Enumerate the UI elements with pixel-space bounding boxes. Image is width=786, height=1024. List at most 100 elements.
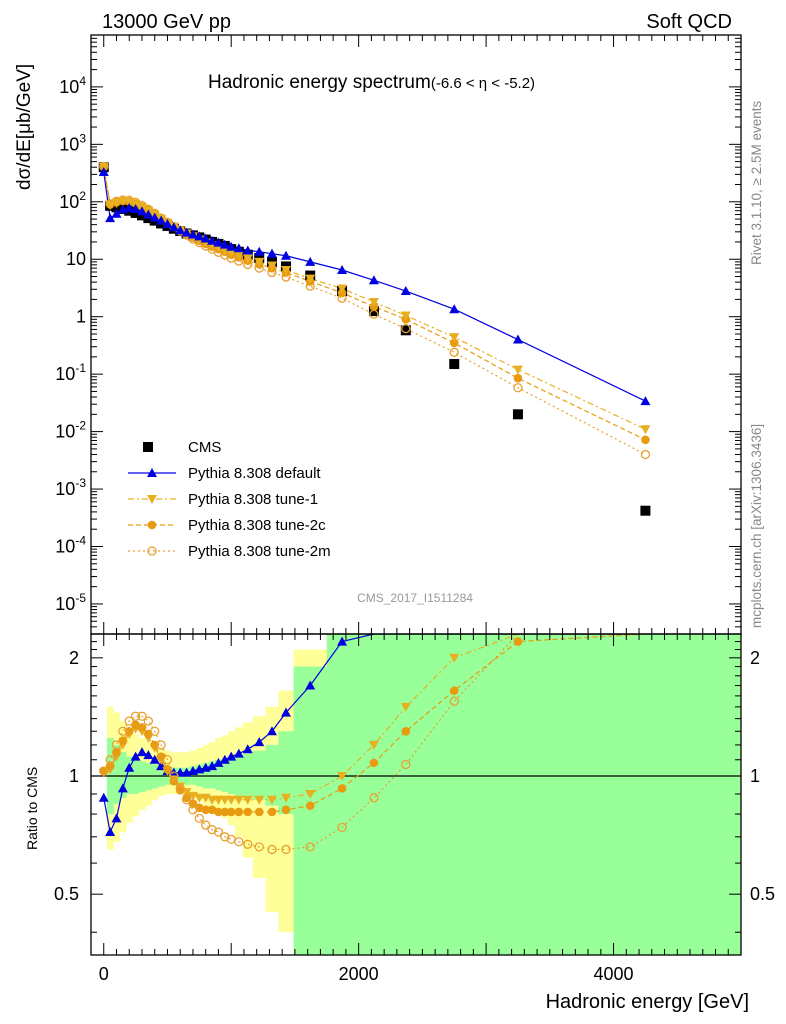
data-point — [640, 425, 651, 435]
ratio-point — [118, 736, 128, 746]
ratio-point — [234, 807, 244, 817]
ratio-point — [281, 793, 291, 803]
ratio-tick-label-right: 1 — [750, 766, 760, 786]
ratio-point — [201, 805, 211, 815]
ratio-point — [369, 793, 379, 803]
ratio-point — [214, 807, 223, 817]
data-point — [242, 245, 253, 255]
green-band — [252, 750, 267, 800]
series-line — [103, 171, 646, 402]
ratio-point — [213, 795, 224, 805]
ratio-axis-label: Ratio to CMS — [24, 767, 40, 850]
ratio-point — [162, 755, 173, 765]
data-point — [266, 261, 277, 271]
ratio-point — [117, 783, 128, 793]
green-band — [326, 634, 360, 955]
data-point — [449, 338, 459, 348]
ratio-tick-label-right: 0.5 — [750, 884, 775, 904]
data-point — [175, 225, 186, 235]
data-point — [105, 213, 116, 223]
data-point — [162, 219, 173, 229]
green-band — [486, 634, 551, 955]
data-point — [368, 275, 379, 285]
data-point — [449, 347, 459, 357]
ratio-point — [98, 792, 109, 802]
data-point — [143, 209, 154, 219]
green-band — [138, 761, 146, 793]
green-band — [549, 634, 741, 955]
y-tick-label: 10-4 — [55, 534, 86, 557]
data-point — [149, 212, 160, 222]
y-tick-label: 10 — [66, 249, 86, 269]
data-point — [512, 365, 523, 375]
ratio-point — [266, 795, 277, 805]
x-tick-label: 0 — [99, 964, 109, 984]
green-band — [208, 761, 216, 789]
ratio-point — [130, 711, 141, 721]
cms-point — [368, 306, 379, 317]
ratio-point — [254, 842, 264, 852]
data-point — [194, 231, 205, 241]
ratio-tick-label-right: 2 — [750, 648, 760, 668]
data-point — [512, 334, 523, 344]
data-point — [641, 435, 650, 445]
ratio-point — [243, 807, 253, 817]
watermark: CMS_2017_I1511284 — [357, 591, 473, 605]
data-point — [168, 222, 179, 232]
ratio-point — [143, 716, 154, 726]
y-axis-label: dσ/dE[μb/GeV] — [14, 64, 35, 190]
data-point — [233, 243, 244, 253]
series-line — [103, 166, 646, 430]
ratio-point — [267, 844, 277, 855]
ratio-point — [401, 726, 411, 736]
data-point — [513, 373, 523, 383]
data-point — [111, 208, 122, 218]
legend-label: CMS — [188, 439, 221, 456]
main-series — [98, 161, 651, 516]
header-left: 13000 GeV pp — [102, 11, 231, 33]
ratio-point — [242, 795, 253, 805]
ratio-point — [305, 789, 316, 799]
ratio-point — [169, 771, 179, 781]
green-band — [221, 758, 229, 793]
ratio-point — [207, 825, 217, 835]
data-point — [219, 239, 230, 249]
y-tick-label: 10-2 — [55, 419, 86, 442]
x-tick-label: 2000 — [339, 964, 379, 984]
side-text-top: Rivet 3.1.10, ≥ 2.5M events — [749, 101, 764, 265]
y-tick-label: 104 — [59, 74, 86, 97]
axes: 0 2000 400010-510-410-310-210-111010210310… — [54, 34, 775, 984]
green-band — [293, 666, 328, 955]
data-point — [513, 383, 523, 393]
ratio-point — [226, 795, 237, 805]
ratio-point — [112, 747, 121, 757]
ratio-point — [105, 761, 115, 771]
ratio-point — [281, 844, 291, 855]
legend-marker — [147, 495, 157, 504]
ratio-point — [111, 813, 122, 823]
data-point — [213, 237, 224, 247]
data-point — [226, 248, 237, 258]
ratio-point — [219, 754, 230, 764]
data-point — [98, 167, 109, 177]
data-point — [368, 298, 379, 308]
ratio-point — [201, 820, 211, 830]
ratio-point — [226, 807, 236, 817]
ratio-point — [99, 766, 109, 776]
ratio-point — [267, 807, 277, 817]
ratio-point — [137, 711, 147, 721]
green-band — [422, 634, 487, 955]
ratio-point — [401, 759, 411, 770]
ratio-point — [266, 726, 277, 736]
data-point — [449, 333, 460, 343]
ratio-point — [156, 740, 166, 750]
data-point — [233, 251, 244, 261]
ratio-point — [175, 783, 185, 794]
ratio-point — [181, 795, 192, 805]
data-point — [242, 254, 253, 264]
data-point — [401, 323, 411, 334]
ratio-point — [143, 750, 154, 760]
side-text-bottom: mcplots.cern.ch [arXiv:1306.3436] — [749, 424, 764, 628]
ratio-point — [281, 707, 291, 717]
green-band — [126, 756, 133, 794]
